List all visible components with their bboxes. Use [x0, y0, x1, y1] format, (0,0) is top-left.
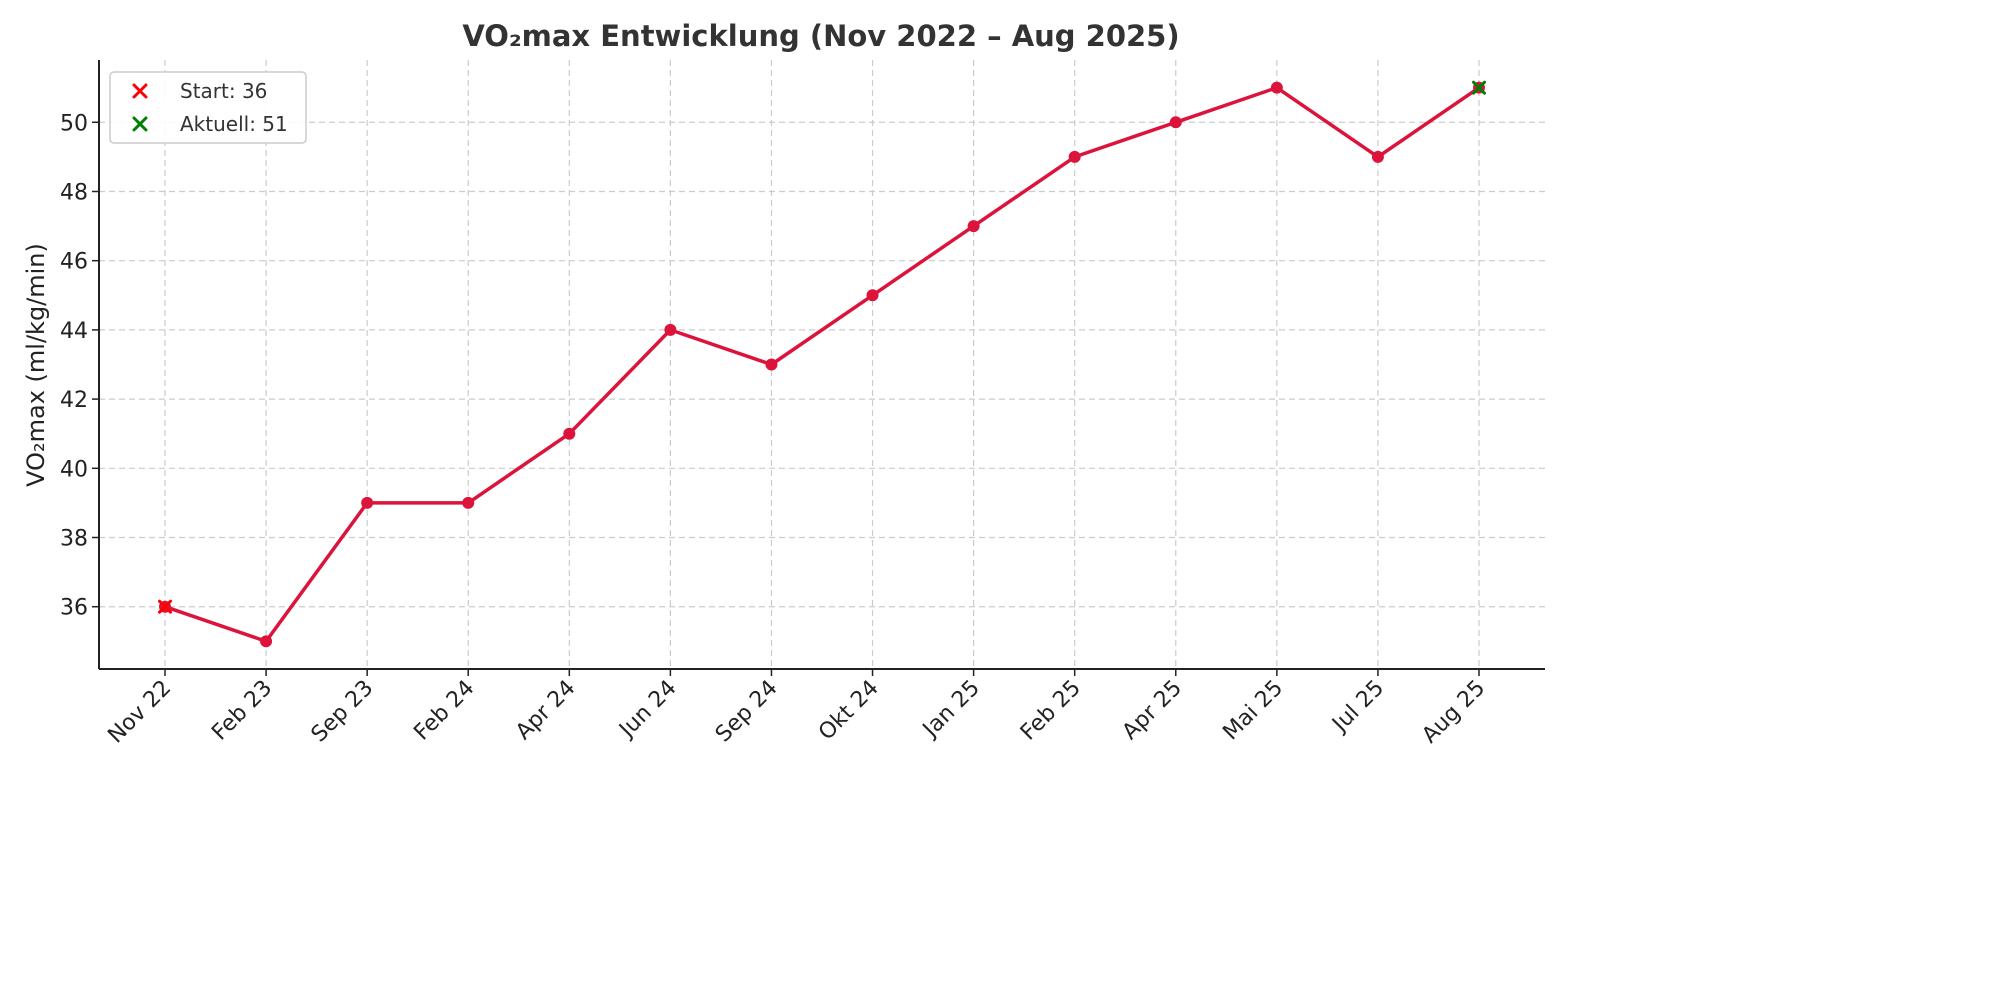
legend-marker	[132, 83, 148, 99]
data-point	[765, 358, 778, 371]
highlight-markers	[158, 80, 1486, 614]
data-point	[866, 289, 879, 302]
y-axis-label: VO₂max (ml/kg/min)	[22, 243, 50, 487]
data-point	[664, 323, 677, 336]
highlight-marker	[158, 599, 172, 614]
y-tick-label: 40	[60, 457, 88, 482]
data-point	[361, 496, 374, 509]
legend-items: Start: 36 Aktuell: 51	[132, 79, 288, 136]
data-point	[1371, 150, 1384, 163]
data-point	[1169, 116, 1182, 129]
legend: Start: 36 Aktuell: 51	[109, 71, 307, 144]
legend-box	[109, 71, 307, 144]
highlight-marker	[1472, 80, 1486, 95]
y-tick-label: 36	[60, 596, 88, 621]
y-axis-ticks: 36 38 40 42 44 46 48 50	[60, 111, 99, 621]
y-tick-label: 44	[60, 319, 88, 344]
vo2max-line-chart: VO₂max Entwicklung (Nov 2022 – Aug 2025)…	[22, 19, 1545, 749]
y-tick-label: 48	[60, 180, 88, 205]
data-point	[1270, 81, 1283, 94]
chart-title: VO₂max Entwicklung (Nov 2022 – Aug 2025)	[462, 19, 1179, 53]
legend-marker	[132, 116, 148, 132]
axes	[98, 60, 1545, 670]
y-tick-label: 50	[60, 111, 88, 136]
data-point	[1068, 150, 1081, 163]
y-tick-label: 46	[60, 250, 88, 275]
data-point	[462, 496, 475, 509]
y-tick-label: 42	[60, 388, 88, 413]
data-point	[260, 635, 273, 648]
data-point	[967, 220, 980, 233]
y-tick-label: 38	[60, 527, 88, 552]
legend-label: Aktuell: 51	[180, 112, 288, 136]
legend-label: Start: 36	[180, 79, 267, 103]
series-line	[163, 85, 1481, 644]
data-point	[563, 427, 576, 440]
